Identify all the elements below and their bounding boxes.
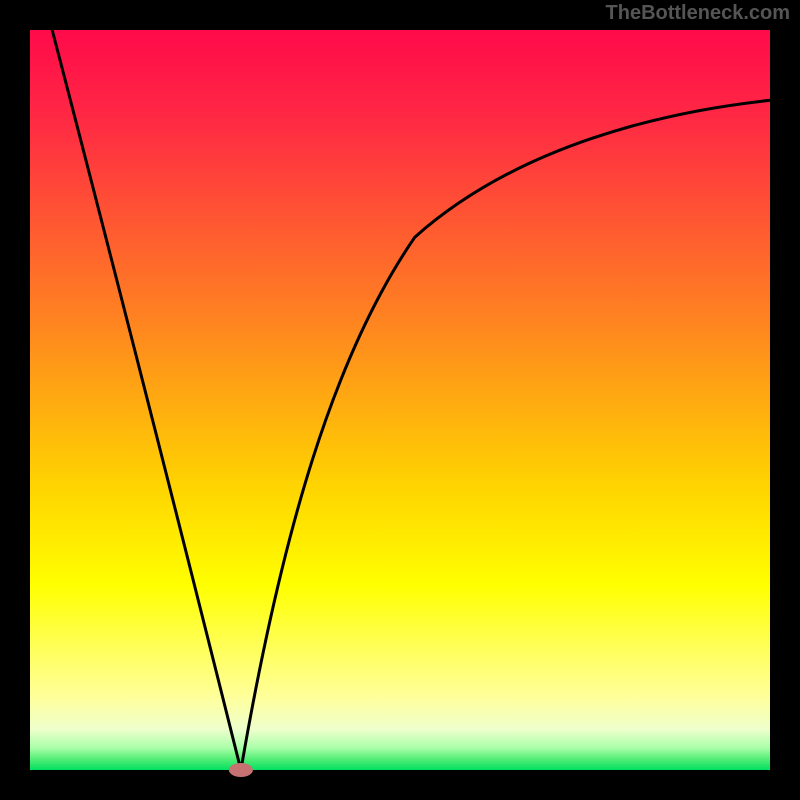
bottleneck-chart: TheBottleneck.com [0, 0, 800, 800]
chart-background [30, 30, 770, 770]
optimal-point-marker [229, 763, 253, 777]
chart-svg [0, 0, 800, 800]
